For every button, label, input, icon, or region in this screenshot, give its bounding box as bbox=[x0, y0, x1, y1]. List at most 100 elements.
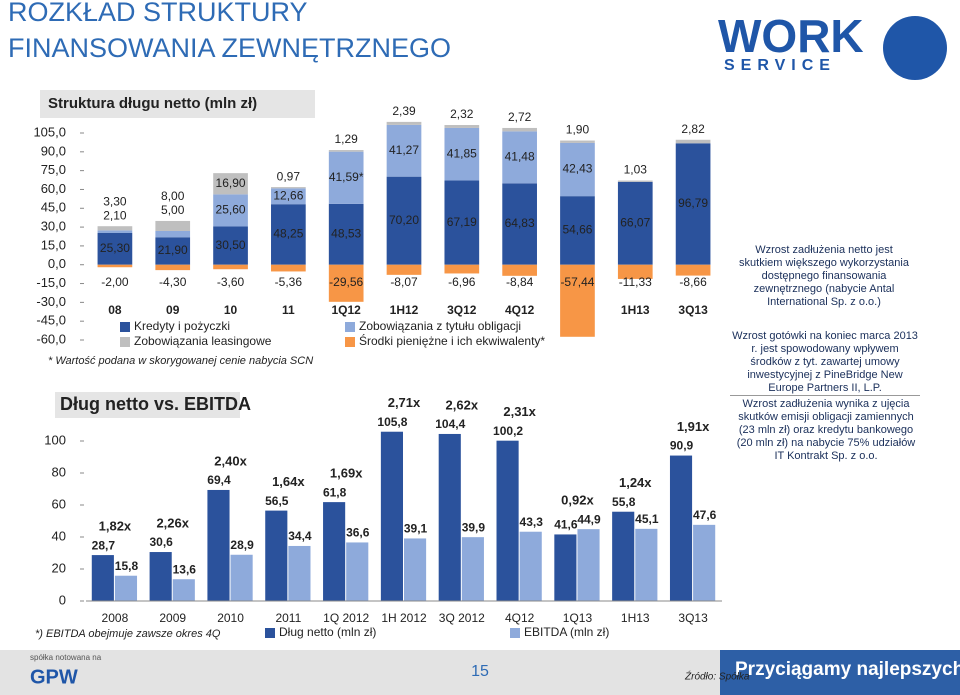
value-label: 61,8 bbox=[323, 485, 347, 499]
value-label: 0,97 bbox=[277, 169, 301, 183]
value-label: -5,36 bbox=[275, 275, 303, 289]
y-tick-label: 105,0 bbox=[33, 124, 66, 139]
bar-segment bbox=[328, 151, 364, 204]
x-tick-label: 1H13 bbox=[621, 611, 650, 625]
bar-segment bbox=[213, 264, 248, 270]
x-tick-label: 1H12 bbox=[390, 303, 419, 317]
value-label: 70,20 bbox=[389, 213, 419, 227]
subtitle-box bbox=[40, 90, 315, 118]
slogan-box bbox=[720, 650, 960, 695]
legend-swatch bbox=[265, 628, 275, 638]
chart-title: Dług netto vs. EBITDA bbox=[60, 394, 251, 414]
bar-segment bbox=[328, 203, 364, 265]
value-label: 16,90 bbox=[216, 176, 246, 190]
legend-label: Zobowiązania leasingowe bbox=[134, 334, 272, 348]
value-label: 8,00 bbox=[161, 189, 185, 203]
bar-segment bbox=[155, 237, 191, 265]
value-label: 28,7 bbox=[92, 538, 116, 552]
legend-swatch bbox=[120, 322, 130, 332]
bar-segment bbox=[675, 143, 711, 265]
value-label: -57,44 bbox=[560, 275, 594, 289]
bar-segment bbox=[502, 264, 537, 276]
value-label: 2,82 bbox=[681, 122, 705, 136]
y-tick-label: 75,0 bbox=[41, 162, 66, 177]
bar-segment bbox=[560, 140, 595, 143]
x-tick-label: 1H 2012 bbox=[381, 611, 427, 625]
logo: SERVICE bbox=[724, 57, 836, 74]
value-label: 1,90 bbox=[566, 123, 590, 137]
y-tick-label: 60 bbox=[52, 496, 66, 511]
x-tick-label: 4Q12 bbox=[505, 303, 535, 317]
value-label: 15,8 bbox=[115, 559, 139, 573]
y-tick-label: 0,0 bbox=[48, 256, 66, 271]
bar bbox=[554, 534, 577, 601]
value-label: 41,27 bbox=[389, 143, 419, 157]
value-label: 45,1 bbox=[635, 512, 659, 526]
x-tick-label: 11 bbox=[282, 303, 295, 317]
x-tick-label: 2011 bbox=[275, 611, 301, 625]
value-label: -8,07 bbox=[390, 275, 418, 289]
bar-segment bbox=[97, 264, 133, 268]
bar bbox=[323, 502, 346, 601]
bar bbox=[380, 431, 403, 601]
bar-segment bbox=[97, 230, 133, 233]
bar-segment bbox=[675, 264, 711, 276]
bar-segment bbox=[213, 173, 248, 195]
x-tick-label: 1Q 2012 bbox=[323, 611, 369, 625]
gpw: GPW bbox=[30, 666, 78, 688]
value-label: 56,5 bbox=[265, 494, 289, 508]
value-label: 96,79 bbox=[678, 196, 708, 210]
bar bbox=[346, 542, 369, 601]
bar-segment bbox=[617, 264, 653, 279]
ratio-label: 1,24x bbox=[619, 475, 652, 490]
bar-segment bbox=[444, 264, 480, 274]
logo-mark bbox=[883, 16, 947, 80]
bar-segment bbox=[155, 220, 191, 231]
bar-segment bbox=[444, 127, 480, 181]
value-label: -4,30 bbox=[159, 275, 187, 289]
value-label: 1,29 bbox=[335, 132, 359, 146]
y-tick-label: 40 bbox=[52, 528, 66, 543]
bar bbox=[669, 455, 693, 601]
y-tick-label: 80 bbox=[52, 464, 66, 479]
value-label: 13,6 bbox=[173, 562, 197, 576]
value-label: 67,19 bbox=[447, 215, 477, 229]
value-label: 28,9 bbox=[230, 538, 254, 552]
y-tick-label: 20 bbox=[52, 560, 66, 575]
bar-segment bbox=[271, 204, 306, 265]
value-label: 2,32 bbox=[450, 107, 474, 121]
bar bbox=[230, 554, 253, 601]
gpw-label: spółka notowana na bbox=[30, 653, 102, 662]
bar bbox=[519, 531, 542, 601]
bar-segment bbox=[386, 124, 422, 177]
legend-label: EBITDA (mln zł) bbox=[524, 625, 609, 639]
bar bbox=[149, 552, 172, 601]
bar-segment bbox=[617, 181, 653, 265]
chart-note: *) EBITDA obejmuje zawsze okres 4Q bbox=[35, 628, 221, 640]
value-label: -2,00 bbox=[101, 275, 129, 289]
x-tick-label: 3Q12 bbox=[447, 303, 477, 317]
value-label: 30,6 bbox=[149, 535, 173, 549]
bar bbox=[577, 529, 600, 601]
bar-segment bbox=[502, 131, 537, 184]
y-tick-label: 30,0 bbox=[41, 219, 66, 234]
legend-label: Zobowiązania z tytułu obligacji bbox=[359, 319, 521, 333]
y-tick-label: 60,0 bbox=[41, 181, 66, 196]
x-tick-label: 10 bbox=[224, 303, 238, 317]
value-label: -8,66 bbox=[679, 275, 707, 289]
y-tick-label: -45,0 bbox=[36, 313, 66, 328]
value-label: 3,30 bbox=[103, 194, 127, 208]
x-tick-label: 3Q13 bbox=[678, 611, 708, 625]
bar-segment bbox=[213, 226, 248, 265]
value-label: -8,84 bbox=[506, 275, 534, 289]
source: Źródło: Spółka bbox=[684, 670, 750, 683]
legend-label: Środki pieniężne i ich ekwiwalenty* bbox=[359, 333, 545, 348]
value-label: 36,6 bbox=[346, 526, 370, 540]
value-label: 41,48 bbox=[505, 150, 535, 164]
ratio-label: 1,69x bbox=[330, 466, 363, 481]
bar-segment bbox=[328, 150, 364, 152]
bar bbox=[612, 511, 635, 601]
ratio-label: 1,82x bbox=[99, 519, 132, 534]
bar bbox=[438, 433, 461, 601]
value-label: 39,9 bbox=[462, 520, 486, 534]
